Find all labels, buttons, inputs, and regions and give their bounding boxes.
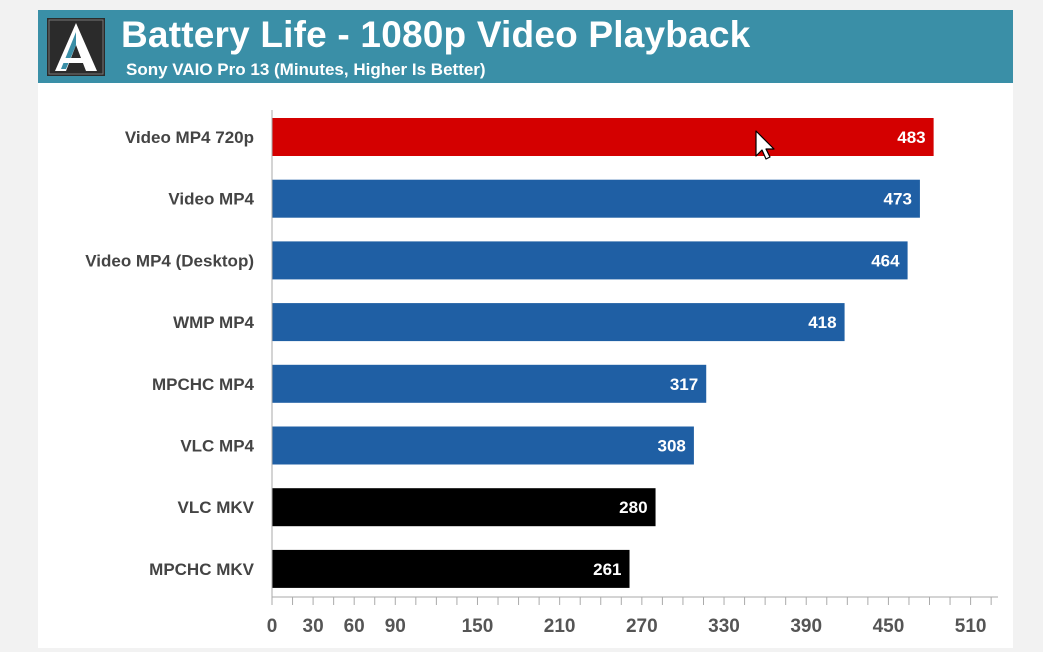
chart-title: Battery Life - 1080p Video Playback (121, 14, 751, 55)
value-label: 418 (808, 313, 836, 332)
category-labels: Video MP4 720p Video MP4 Video MP4 (Deskto… (85, 128, 254, 579)
x-axis-ticks (271, 597, 992, 605)
bar-2 (272, 179, 920, 218)
x-tick-label: 510 (955, 616, 987, 637)
x-axis-tick-labels: 0 30 60 90 150 210 270 330 390 450 510 (267, 616, 987, 637)
x-tick-label: 0 (267, 616, 278, 637)
chart-card: Battery Life - 1080p Video Playback Sony… (38, 10, 1013, 648)
x-axis (271, 110, 998, 598)
category-label: Video MP4 (168, 190, 254, 209)
bar-7 (272, 488, 656, 527)
x-tick-label: 450 (873, 616, 905, 637)
value-label: 473 (884, 190, 912, 209)
bar-group (272, 118, 934, 588)
category-label: MPCHC MKV (149, 560, 254, 579)
chart-header: Battery Life - 1080p Video Playback Sony… (38, 10, 1013, 83)
bar-6 (272, 426, 694, 465)
bar-chart: Video MP4 720p Video MP4 Video MP4 (Deskto… (85, 110, 998, 637)
value-label: 464 (871, 251, 900, 270)
value-label: 308 (658, 437, 686, 456)
mouse-cursor-icon (755, 130, 775, 160)
bar-5 (272, 364, 707, 403)
category-label: Video MP4 720p (125, 128, 254, 147)
bar-1 (272, 118, 934, 156)
x-tick-label: 150 (462, 616, 494, 637)
value-label: 317 (670, 375, 698, 394)
value-label: 483 (897, 128, 925, 147)
chart-subtitle: Sony VAIO Pro 13 (Minutes, Higher Is Bet… (126, 60, 486, 79)
category-label: MPCHC MP4 (152, 375, 255, 394)
bar-3 (272, 241, 908, 280)
x-tick-label: 90 (385, 616, 406, 637)
category-label: VLC MKV (178, 498, 255, 517)
x-tick-label: 210 (544, 616, 576, 637)
bar-8 (272, 549, 630, 588)
value-labels: 483 473 464 418 317 308 280 261 (593, 128, 925, 579)
x-tick-label: 30 (303, 616, 324, 637)
category-label: WMP MP4 (173, 313, 254, 332)
x-tick-label: 60 (344, 616, 365, 637)
category-label: VLC MP4 (180, 437, 254, 456)
anandtech-logo-icon (47, 18, 105, 76)
x-tick-label: 330 (708, 616, 740, 637)
category-label: Video MP4 (Desktop) (85, 251, 254, 270)
value-label: 261 (593, 560, 621, 579)
value-label: 280 (619, 498, 647, 517)
x-tick-label: 390 (790, 616, 822, 637)
bar-4 (272, 303, 845, 342)
x-tick-label: 270 (626, 616, 658, 637)
